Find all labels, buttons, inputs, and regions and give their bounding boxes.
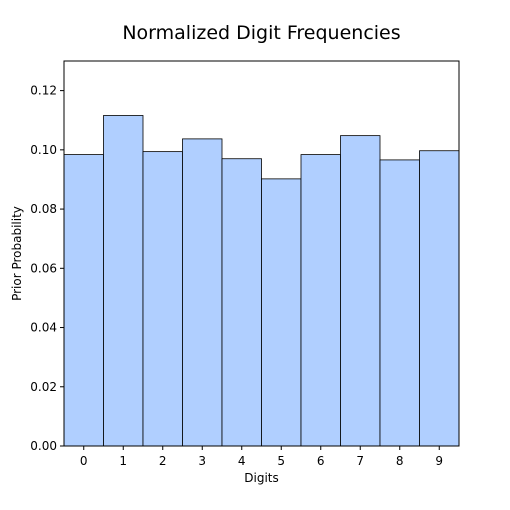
chart-title: Normalized Digit Frequencies bbox=[122, 22, 400, 44]
bar-digit-4 bbox=[221, 158, 262, 447]
x-tick-label: 9 bbox=[435, 454, 443, 468]
x-tick-label: 1 bbox=[119, 454, 127, 468]
bar-digit-1 bbox=[103, 115, 144, 447]
x-tick-label: 6 bbox=[317, 454, 325, 468]
y-axis: 0.00 0.02 0.04 0.06 0.08 0.10 0.12 bbox=[30, 84, 64, 453]
bar-digit-7 bbox=[340, 135, 381, 447]
bar-digit-8 bbox=[379, 159, 420, 447]
x-axis-label: Digits bbox=[244, 471, 278, 485]
y-tick-label: 0.00 bbox=[30, 439, 57, 453]
y-axis-label: Prior Probability bbox=[10, 206, 24, 301]
x-tick-label: 7 bbox=[356, 454, 364, 468]
bar-digit-6 bbox=[300, 154, 341, 447]
plot-frame bbox=[63, 60, 460, 447]
bar-digit-5 bbox=[261, 178, 302, 447]
x-tick-label: 5 bbox=[277, 454, 285, 468]
bars-group bbox=[63, 115, 460, 447]
y-tick-label: 0.10 bbox=[30, 143, 57, 157]
x-tick-label: 4 bbox=[238, 454, 246, 468]
bar-digit-9 bbox=[419, 150, 460, 447]
bar-digit-2 bbox=[142, 151, 183, 447]
y-tick-label: 0.08 bbox=[30, 202, 57, 216]
x-tick-label: 0 bbox=[80, 454, 88, 468]
y-tick-label: 0.02 bbox=[30, 380, 57, 394]
y-tick-label: 0.12 bbox=[30, 84, 57, 98]
y-tick-label: 0.04 bbox=[30, 321, 57, 335]
x-tick-label: 3 bbox=[198, 454, 206, 468]
x-tick-label: 2 bbox=[159, 454, 167, 468]
x-tick-label: 8 bbox=[396, 454, 404, 468]
bar-digit-3 bbox=[182, 138, 223, 447]
y-tick-label: 0.06 bbox=[30, 261, 57, 275]
x-axis: 0 1 2 3 4 5 6 7 8 9 bbox=[80, 446, 443, 468]
bar-digit-0 bbox=[63, 154, 104, 447]
